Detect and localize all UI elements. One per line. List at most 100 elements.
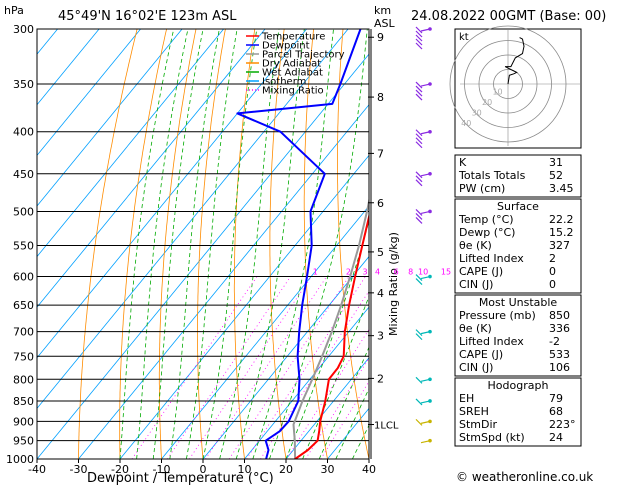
hodograph-ring-label: 40	[461, 119, 471, 128]
dry-adiabat	[370, 4, 411, 459]
pressure-tick-label: 700	[13, 326, 34, 339]
surface-value: 327	[549, 239, 570, 252]
indices-label: PW (cm)	[459, 182, 505, 195]
wind-barb-flag	[415, 209, 423, 216]
mixing-ratio-label: 3	[363, 268, 368, 277]
pressure-tick-label: 400	[13, 126, 34, 139]
plot-area	[36, 4, 629, 460]
isotherm-line	[37, 29, 183, 207]
most-unstable-title: Most Unstable	[479, 296, 558, 309]
indices-label: K	[459, 156, 467, 169]
wet-adiabat	[152, 29, 204, 459]
most-unstable-value: 533	[549, 348, 570, 361]
isotherm-line	[37, 29, 349, 410]
km-tick-label: 7	[377, 147, 384, 160]
wind-barb-dot	[428, 438, 432, 443]
hodograph-stats-value: 223°	[549, 418, 576, 431]
wind-barb-dot	[428, 377, 432, 382]
km-tick-label: 3	[377, 330, 384, 343]
mixing-ratio-label: 1	[313, 268, 318, 277]
wind-barb-flag	[415, 137, 423, 145]
mixing-ratio-label: 15	[441, 268, 451, 277]
temp-tick-label: -40	[28, 463, 46, 476]
pressure-tick-label: 850	[13, 395, 34, 408]
series-parcel-trajectory	[292, 196, 369, 459]
dry-adiabat	[401, 4, 452, 459]
wind-barb-dot	[428, 399, 432, 403]
wet-adiabat	[318, 346, 369, 459]
mixing-ratio-label: 6	[394, 268, 399, 277]
asl-label: ASL	[374, 17, 396, 30]
isotherm-line	[37, 29, 141, 156]
hpa-label: hPa	[4, 4, 24, 17]
legend-entry: Parcel Trajectory	[262, 50, 345, 61]
wind-barb-dot	[428, 274, 432, 279]
legend-entry: Mixing Ratio	[262, 86, 324, 97]
pressure-tick-label: 1000	[6, 453, 34, 466]
surface-label: CAPE (J)	[459, 265, 503, 278]
hodograph-stats-value: 79	[549, 392, 563, 405]
hodograph-ring-label: 10	[492, 87, 502, 96]
surface-label: CIN (J)	[459, 278, 493, 291]
surface-value: 22.2	[549, 213, 574, 226]
most-unstable-value: -2	[549, 335, 560, 348]
pressure-tick-label: 300	[13, 23, 34, 36]
most-unstable-value: 106	[549, 361, 570, 374]
most-unstable-value: 850	[549, 309, 570, 322]
wind-barb-dot	[428, 172, 432, 176]
hodograph-ring-label: 30	[472, 108, 482, 117]
location-title: 45°49'N 16°02'E 123m ASL	[58, 9, 237, 24]
isotherm-line	[202, 255, 369, 459]
km-tick-label: 9	[377, 31, 384, 44]
most-unstable-label: Pressure (mb)	[459, 309, 536, 322]
wind-barb-flag	[415, 38, 423, 46]
most-unstable-value: 336	[549, 322, 570, 335]
wind-barb-flag	[415, 418, 423, 426]
most-unstable-label: Lifted Index	[459, 335, 524, 348]
isotherm-line	[37, 29, 266, 308]
legend-entry: Temperature	[261, 32, 325, 43]
pressure-tick-label: 350	[13, 78, 34, 91]
isotherm-line	[37, 29, 224, 258]
series-dewpoint	[236, 29, 362, 459]
pressure-tick-label: 750	[13, 350, 34, 363]
stats-table: K 31 Totals Totals 52 PW (cm) 3.45 SurfaceTemp…	[454, 154, 582, 447]
temp-tick-label: 30	[321, 463, 335, 476]
dry-adiabat	[605, 4, 629, 459]
hodograph-trace	[504, 37, 525, 85]
wind-barb-flag	[415, 85, 423, 93]
wind-barb-flag	[415, 93, 423, 101]
wind-barb-flag	[415, 376, 423, 384]
wind-barb-flag	[415, 34, 423, 42]
wet-adiabat	[335, 387, 369, 459]
temp-tick-label: 40	[362, 463, 376, 476]
km-tick-label: 2	[377, 372, 384, 385]
wind-barb-flag	[415, 81, 423, 89]
surface-box	[454, 198, 582, 294]
wind-barb-dot	[428, 27, 432, 31]
wind-barb-flag	[415, 171, 423, 179]
mixing-ratio-label: 2	[346, 268, 351, 277]
series-temperature	[294, 212, 369, 459]
temp-tick-label: 10	[238, 463, 252, 476]
hodograph-ring-label: 20	[482, 98, 492, 107]
legend-entry: Wet Adiabat	[262, 68, 323, 79]
km-tick-label: 6	[377, 197, 384, 210]
wind-barb-flag	[415, 30, 423, 38]
wind-barb-flag	[415, 274, 423, 281]
wind-barb-dot	[428, 209, 432, 214]
temp-tick-label: -20	[111, 463, 129, 476]
isotherm-line	[161, 205, 369, 459]
legend-entry: Dry Adiabat	[262, 59, 321, 70]
hodograph-kt-label: kt	[459, 32, 469, 43]
surface-title: Surface	[497, 200, 539, 213]
wind-barb-dot	[428, 419, 432, 424]
wind-barb-flag	[415, 398, 423, 406]
pressure-tick-label: 650	[13, 299, 34, 312]
most-unstable-label: θe (K)	[459, 322, 492, 335]
mixing-ratio-label: 10	[418, 268, 428, 277]
hodograph-stats-box	[454, 377, 582, 447]
hodograph-stats-value: 24	[549, 431, 563, 444]
